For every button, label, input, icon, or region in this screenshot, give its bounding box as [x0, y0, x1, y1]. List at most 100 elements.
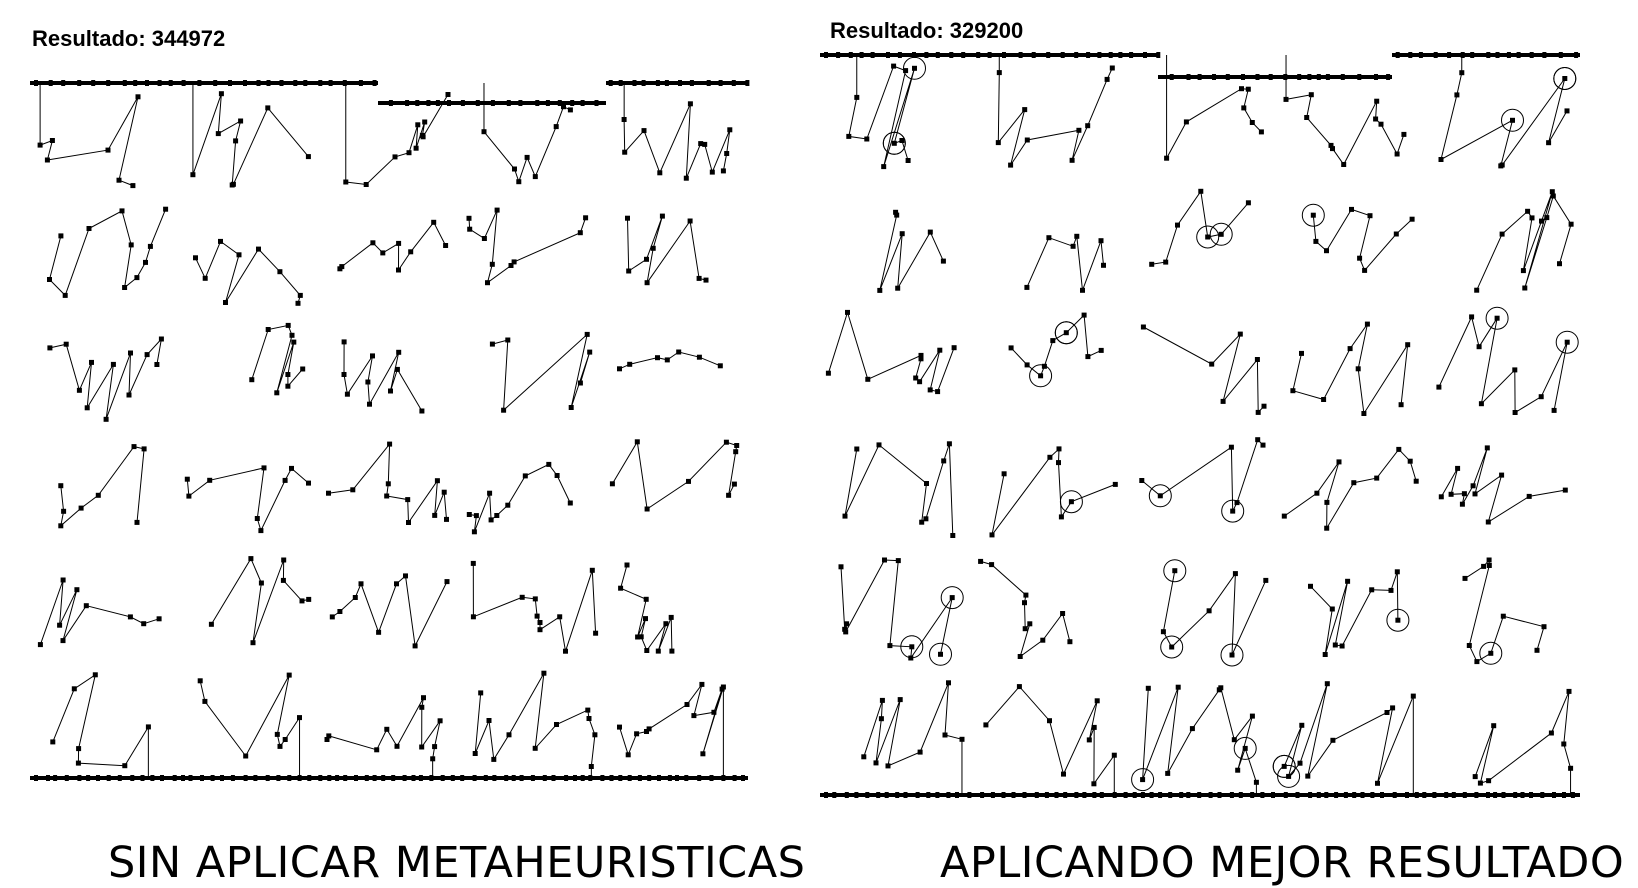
city-node	[1401, 131, 1407, 137]
city-node	[941, 458, 947, 464]
city-node	[995, 140, 1001, 146]
edge-node	[106, 775, 111, 781]
route-segment	[48, 209, 167, 297]
city-node	[959, 736, 965, 742]
edge-node	[1179, 792, 1184, 798]
improvement-circle	[1029, 364, 1053, 388]
route-segment	[1162, 570, 1267, 656]
city-node	[1488, 650, 1494, 656]
city-node	[577, 230, 583, 236]
city-node	[935, 389, 941, 395]
edge-node	[506, 100, 511, 106]
route-segment	[1026, 236, 1104, 291]
city-node	[396, 349, 402, 355]
city-node	[441, 489, 447, 495]
edge-node	[96, 775, 100, 781]
edge-node	[897, 52, 902, 58]
edge-node	[1197, 792, 1202, 798]
city-node	[687, 218, 693, 224]
city-node	[1112, 481, 1118, 487]
city-node	[280, 577, 286, 583]
city-node	[289, 465, 294, 471]
city-node	[585, 707, 591, 713]
edge-node	[1168, 792, 1173, 798]
city-node	[512, 166, 517, 172]
city-node	[1491, 723, 1497, 729]
city-node	[989, 532, 995, 538]
city-node	[419, 408, 425, 414]
city-node	[1566, 688, 1572, 694]
city-node	[1237, 331, 1243, 337]
edge-node	[200, 775, 204, 781]
edge-node	[1316, 792, 1321, 798]
city-node	[557, 614, 563, 620]
improvement-circle	[882, 131, 906, 155]
edge-node	[1186, 74, 1191, 80]
edge-node	[935, 52, 940, 58]
city-node	[1562, 487, 1568, 493]
city-node	[644, 280, 650, 286]
city-node	[274, 390, 280, 396]
edge-node	[1082, 792, 1087, 798]
improvement-circle	[1479, 641, 1503, 665]
city-node	[419, 744, 425, 750]
edge-node	[415, 100, 420, 106]
city-node	[1175, 684, 1181, 690]
city-node	[380, 250, 386, 256]
city-node	[644, 256, 649, 262]
city-node	[1067, 639, 1073, 645]
city-node	[1361, 411, 1367, 416]
edge-node	[358, 80, 363, 86]
edge-node	[34, 775, 38, 781]
city-node	[1139, 478, 1145, 483]
city-node	[434, 478, 440, 484]
city-node	[1205, 234, 1211, 240]
edge-node	[519, 775, 524, 781]
city-node	[1308, 92, 1314, 98]
city-node	[1091, 781, 1097, 787]
edge-node	[1238, 792, 1243, 798]
city-node	[258, 528, 264, 534]
edge-node	[388, 100, 393, 106]
city-node	[144, 352, 150, 358]
city-node	[1249, 120, 1255, 125]
city-node	[1024, 284, 1030, 290]
route-segment	[620, 564, 673, 652]
city-node	[291, 339, 297, 345]
edge-node	[1208, 792, 1213, 798]
city-node	[1281, 513, 1287, 519]
city-node	[1218, 685, 1224, 691]
edge-node	[64, 775, 69, 781]
city-node	[1299, 722, 1305, 728]
edge-node	[1462, 792, 1467, 798]
city-node	[946, 680, 951, 686]
edge-node	[530, 775, 535, 781]
city-node	[1220, 398, 1226, 404]
edge-node	[1112, 792, 1117, 798]
city-node	[505, 502, 511, 508]
city-node	[1022, 107, 1028, 113]
city-node	[61, 508, 67, 514]
city-node	[1098, 238, 1104, 244]
city-node	[567, 107, 573, 113]
city-node	[376, 629, 382, 635]
city-node	[1341, 162, 1347, 167]
route-segment	[1474, 691, 1572, 784]
edge-node	[731, 80, 736, 86]
edge-node	[287, 775, 292, 781]
edge-node	[307, 775, 312, 781]
city-node	[186, 493, 192, 499]
city-node	[881, 164, 887, 170]
caption-right: APLICANDO MEJOR RESULTADO	[940, 838, 1625, 888]
city-node	[1001, 471, 1007, 477]
city-node	[899, 138, 905, 143]
improvement-circle	[1059, 490, 1083, 514]
edge-node	[1099, 792, 1104, 798]
city-node	[1546, 140, 1552, 146]
city-node	[624, 562, 630, 568]
city-node	[37, 642, 43, 648]
edge-node	[1044, 792, 1049, 798]
city-node	[443, 243, 449, 248]
city-node	[894, 212, 900, 218]
city-node	[577, 380, 583, 386]
